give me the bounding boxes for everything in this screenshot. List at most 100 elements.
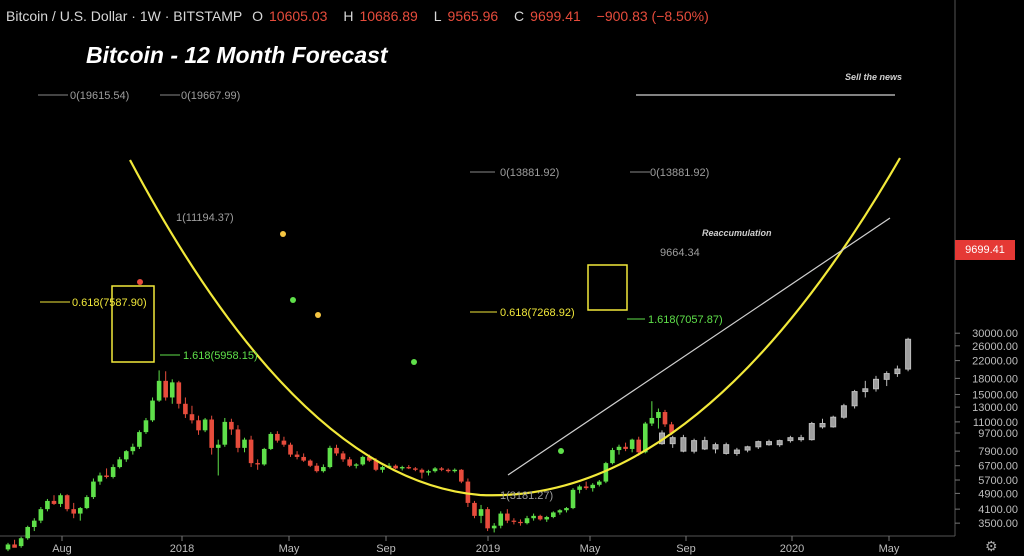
- candle: [281, 436, 287, 447]
- candle-body: [452, 469, 458, 472]
- candle-body: [432, 468, 438, 472]
- candle: [64, 494, 70, 512]
- candle-body: [478, 509, 484, 516]
- candle-body: [130, 446, 136, 452]
- signal-dot: [137, 279, 143, 285]
- candle-body: [189, 414, 195, 421]
- candle-body: [413, 468, 418, 470]
- y-tick-label: 4100.00: [978, 504, 1018, 516]
- candle: [426, 469, 431, 476]
- candle: [321, 464, 326, 473]
- candle-body: [656, 412, 661, 418]
- candle: [472, 500, 477, 519]
- candle-body: [399, 467, 405, 469]
- candle-body: [603, 463, 609, 482]
- candle-body: [439, 468, 444, 470]
- candle-body: [347, 459, 352, 466]
- candle-body: [564, 508, 569, 511]
- candle: [202, 417, 208, 433]
- candle-body: [117, 459, 122, 468]
- candle-body: [334, 447, 339, 454]
- candle-body: [485, 509, 490, 529]
- candle-body: [649, 417, 655, 424]
- candle: [524, 515, 530, 525]
- projection-body: [830, 416, 837, 428]
- projection-body: [744, 446, 751, 451]
- chart-labels: 0(19615.54) 0(19667.99) 0.618(7587.90) 1.61…: [70, 72, 902, 502]
- candle: [12, 539, 17, 548]
- projection-candle: [701, 436, 708, 451]
- candle: [347, 456, 352, 468]
- candle: [498, 511, 504, 529]
- candle: [150, 397, 155, 422]
- projection-body: [766, 441, 772, 446]
- candle-body: [5, 544, 11, 550]
- gear-icon[interactable]: ⚙: [985, 538, 998, 554]
- candle-body: [215, 444, 221, 448]
- candle: [71, 502, 76, 519]
- candle-body: [642, 423, 648, 453]
- candle-body: [498, 513, 504, 526]
- candle-body: [169, 382, 175, 398]
- projection-body: [840, 405, 847, 418]
- x-tick-label: 2018: [170, 543, 194, 555]
- projection-body: [883, 373, 890, 380]
- projection-candle: [691, 438, 698, 454]
- candle: [307, 459, 313, 468]
- candle: [38, 507, 44, 524]
- annotation-label: 1.618(7057.87): [648, 314, 723, 326]
- candle: [163, 371, 168, 401]
- projection-body: [723, 444, 730, 454]
- candle: [656, 408, 661, 429]
- annotation-label: 0.618(7268.92): [500, 307, 575, 319]
- candle: [636, 436, 642, 456]
- annotation-label: 1(3181.27): [500, 490, 553, 502]
- projection-body: [680, 437, 687, 452]
- candle-body: [669, 424, 674, 434]
- projection-candle: [830, 415, 837, 428]
- candle: [229, 418, 234, 435]
- projection-body: [669, 437, 676, 445]
- projection-candle: [680, 434, 687, 453]
- candle-body: [110, 467, 116, 477]
- x-tick-label: Aug: [52, 543, 72, 555]
- candle-body: [229, 421, 234, 430]
- candle: [439, 467, 444, 472]
- chart-title: Bitcoin - 12 Month Forecast: [86, 42, 388, 68]
- y-tick-label: 9700.00: [978, 428, 1018, 440]
- y-tick-label: 6700.00: [978, 461, 1018, 473]
- candle-body: [31, 520, 37, 528]
- signal-dot: [315, 312, 321, 318]
- candle: [242, 437, 247, 453]
- candle: [110, 464, 116, 479]
- candle-body: [491, 525, 497, 529]
- candle-body: [551, 512, 556, 518]
- projection-candle: [766, 439, 772, 446]
- y-tick-label: 26000.00: [972, 341, 1018, 353]
- candle-body: [577, 486, 582, 490]
- candle: [459, 469, 464, 484]
- cup-curve: [129, 157, 901, 497]
- projection-candles: [659, 337, 912, 456]
- candle: [478, 504, 484, 524]
- overlay: [111, 157, 901, 497]
- candle: [583, 481, 589, 490]
- candle: [130, 443, 136, 455]
- y-tick-label: 3500.00: [978, 518, 1018, 530]
- projection-candle: [755, 440, 762, 449]
- projection-body: [701, 440, 708, 450]
- candle-body: [84, 497, 90, 509]
- candle: [222, 417, 228, 447]
- annotation-label: Reaccumulation: [702, 228, 772, 238]
- candle-body: [38, 509, 44, 521]
- candle: [406, 465, 412, 470]
- candle-body: [531, 515, 536, 519]
- candle-body: [196, 420, 201, 431]
- candle-body: [544, 517, 550, 520]
- projection-body: [808, 423, 815, 441]
- projection-body: [894, 368, 901, 375]
- candle-body: [557, 510, 563, 513]
- candle: [629, 438, 635, 453]
- candle-body: [340, 453, 346, 460]
